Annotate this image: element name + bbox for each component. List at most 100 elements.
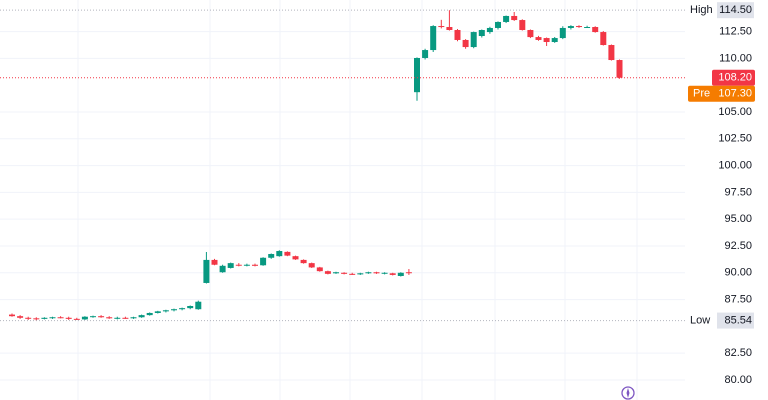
y-tick-label: 92.50 bbox=[724, 240, 752, 252]
candle-body bbox=[551, 38, 558, 43]
y-tick-label: 112.50 bbox=[719, 26, 752, 38]
candle-body bbox=[187, 306, 194, 309]
candle-body bbox=[73, 318, 80, 320]
low_marker-value: 85.54 bbox=[724, 314, 752, 326]
last-price-value: 108.20 bbox=[718, 72, 752, 84]
candle-body bbox=[81, 316, 88, 320]
candle-body bbox=[576, 26, 582, 28]
candle-body bbox=[122, 317, 129, 319]
candle-body bbox=[486, 27, 493, 33]
candle-body bbox=[381, 272, 388, 274]
candle-body bbox=[543, 38, 550, 43]
pre-market-label: Pre bbox=[693, 88, 710, 100]
candle-body bbox=[243, 264, 250, 266]
candle-body bbox=[559, 27, 566, 39]
candle-body bbox=[203, 259, 210, 283]
candle-body bbox=[211, 259, 218, 265]
candle-body bbox=[405, 272, 412, 274]
candle-body bbox=[349, 273, 356, 275]
marker-icon[interactable] bbox=[621, 386, 635, 400]
candle-body bbox=[17, 316, 24, 318]
candle-body bbox=[260, 257, 267, 266]
candle-body bbox=[454, 30, 461, 40]
candle-body bbox=[195, 301, 202, 310]
candle-body bbox=[357, 273, 364, 275]
candle-body bbox=[114, 317, 121, 319]
candle-body bbox=[154, 311, 161, 313]
candle-body bbox=[146, 312, 153, 316]
candle-body bbox=[333, 272, 339, 274]
y-tick-label: 80.00 bbox=[724, 374, 752, 386]
candle-body bbox=[446, 27, 453, 31]
candle-body bbox=[422, 50, 429, 58]
low_marker-label: Low bbox=[690, 314, 710, 326]
candle-body bbox=[227, 263, 234, 268]
candle-body bbox=[592, 27, 599, 33]
candle-body bbox=[276, 251, 283, 257]
candle-body bbox=[268, 254, 275, 258]
candle-body bbox=[503, 15, 510, 22]
candle-body bbox=[90, 316, 96, 318]
candle-body bbox=[41, 317, 48, 319]
vertical-grid bbox=[77, 0, 638, 400]
candle-body bbox=[300, 259, 307, 264]
candle-body bbox=[495, 21, 501, 28]
candle-body bbox=[65, 317, 72, 319]
candle-body bbox=[235, 264, 242, 266]
candle-body bbox=[389, 273, 396, 275]
candle-body bbox=[9, 314, 15, 317]
candle-body bbox=[308, 263, 315, 268]
candle-body bbox=[478, 30, 485, 37]
y-tick-label: 90.00 bbox=[724, 267, 752, 279]
candle-body bbox=[49, 317, 56, 319]
candle-body bbox=[284, 251, 291, 256]
candle-body bbox=[462, 39, 469, 48]
candle-body bbox=[324, 271, 331, 274]
candle-body bbox=[567, 26, 574, 28]
candle-body bbox=[316, 267, 323, 272]
candle-body bbox=[414, 57, 420, 93]
candle-body bbox=[527, 30, 534, 38]
last-price-box bbox=[712, 69, 755, 86]
candle-body bbox=[171, 309, 177, 311]
high_marker-label: High bbox=[690, 4, 713, 16]
candle-body bbox=[470, 32, 477, 48]
y-tick-label: 110.00 bbox=[719, 52, 752, 64]
candle-body bbox=[219, 265, 226, 273]
y-tick-label: 87.50 bbox=[724, 293, 752, 305]
candle-body bbox=[438, 26, 445, 28]
y-tick-label: 105.00 bbox=[718, 106, 752, 118]
candle-body bbox=[33, 318, 40, 320]
candle-body bbox=[162, 310, 169, 312]
candle-body bbox=[341, 272, 348, 274]
candle-body bbox=[179, 308, 186, 310]
candle-body bbox=[130, 317, 137, 319]
y-tick-label: 102.50 bbox=[718, 133, 752, 145]
y-tick-label: 82.50 bbox=[724, 347, 752, 359]
candle-body bbox=[430, 26, 437, 51]
y-tick-label: 95.00 bbox=[724, 213, 752, 225]
candle-body bbox=[25, 317, 32, 319]
pre-market-value: 107.30 bbox=[718, 88, 752, 100]
y-tick-label: 100.00 bbox=[718, 160, 752, 172]
candle-body bbox=[98, 316, 105, 318]
candle-body bbox=[519, 20, 526, 31]
high_marker-value: 114.50 bbox=[719, 4, 752, 16]
candle-body bbox=[608, 45, 615, 61]
y-tick-label: 97.50 bbox=[724, 186, 752, 198]
candle-body bbox=[616, 60, 623, 78]
low_marker-value-box bbox=[717, 312, 754, 329]
candle-body bbox=[600, 32, 607, 46]
candle-body bbox=[106, 317, 113, 319]
candle-body bbox=[365, 272, 372, 274]
candle-body bbox=[252, 264, 258, 266]
candle-body bbox=[373, 272, 380, 274]
candle-body bbox=[511, 15, 518, 21]
candle-body bbox=[138, 315, 145, 318]
candle-body bbox=[397, 272, 404, 276]
pre-market-box bbox=[688, 85, 755, 102]
candle-body bbox=[584, 27, 591, 29]
candle-body bbox=[292, 256, 299, 260]
